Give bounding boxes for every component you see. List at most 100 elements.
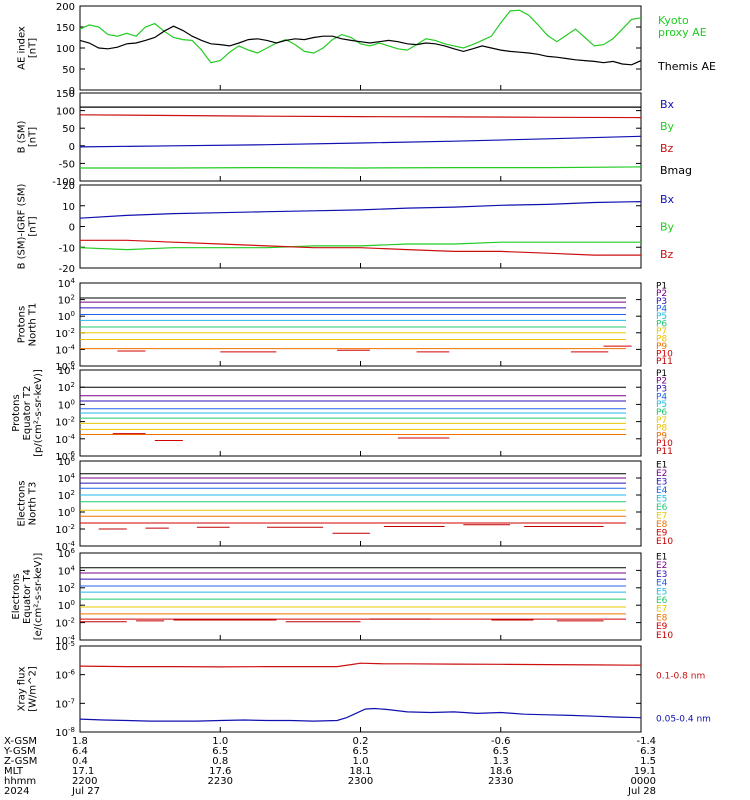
bsm-ytick-label: -100 (52, 177, 75, 188)
electrons-t3-ytick-label: 106 (58, 455, 76, 468)
xaxis-tick-label: 2330 (488, 776, 513, 787)
protons-t2-legend-p8: P8 (656, 424, 667, 434)
ae-frame (79, 5, 642, 91)
electrons-t3-ytick-label: 10-2 (55, 523, 75, 536)
xaxis-tick-label: -1.4 (636, 736, 656, 747)
xaxis-tick-label: Jul 28 (627, 786, 656, 797)
bigrf-series-bz (80, 239, 641, 256)
protons-t2-legend-p11: P11 (656, 447, 673, 457)
electrons-t4-legend-e8: E8 (656, 613, 668, 623)
xaxis-tick-label: 6.5 (353, 746, 369, 757)
xaxis-tick-label: 1.8 (72, 736, 88, 747)
bigrf-ytick-label: 0 (69, 223, 75, 234)
electrons-t3-legend-e7: E7 (656, 511, 667, 521)
ae-ytick-label: 50 (62, 65, 75, 76)
bsm-series-bx (79, 135, 642, 148)
bsm-ytick-label: 100 (56, 107, 75, 118)
electrons-t4-legend-e3: E3 (656, 570, 667, 580)
electrons-t3-legend-e10: E10 (656, 537, 673, 547)
xaxis-row-label-mlt: MLT (4, 766, 24, 777)
xaxis-row-label-x-gsm: X-GSM (4, 736, 37, 747)
protons-t2-legend-p9: P9 (656, 431, 667, 441)
electrons-t4-legend-e10: E10 (656, 631, 673, 641)
electrons-t4-ylabel: Electrons (11, 573, 22, 619)
bsm-legend-bmag: Bmag (660, 164, 692, 177)
xaxis-tick-label: 1.0 (212, 736, 228, 747)
electrons-t3-legend-e6: E6 (656, 503, 668, 513)
electrons-t4-legend-e4: E4 (656, 579, 668, 589)
electrons-t3-legend-e3: E3 (656, 477, 667, 487)
electrons-t3-ytick-label: 104 (58, 472, 76, 485)
xray-ylabel: [W/m^2] (28, 666, 39, 712)
protons-t2-ytick-label: 10-4 (55, 433, 75, 446)
xray-legend-0.1-0.8 nm: 0.1-0.8 nm (656, 671, 705, 681)
xray-series-0-1-0-8-nm (79, 662, 642, 668)
xaxis-tick-label: 6.4 (72, 746, 88, 757)
xaxis-tick-label: 0000 (631, 776, 656, 787)
protons-t2-legend-p3: P3 (656, 385, 667, 395)
protons-t1-ytick-label: 10-2 (55, 327, 75, 340)
xray-frame (79, 645, 642, 733)
protons-t2-ylabel: Equator T2 (22, 386, 33, 441)
bigrf-ylabel: [nT] (28, 216, 39, 236)
bsm-series-bz (79, 114, 642, 119)
electrons-t4-legend-e7: E7 (656, 605, 667, 615)
xray-legend-0.05-0.4 nm: 0.05-0.4 nm (656, 714, 711, 724)
bsm-ytick-label: 0 (69, 142, 75, 153)
electrons-t3-ylabel: North T3 (28, 482, 39, 526)
protons-t2-legend-p7: P7 (656, 416, 667, 426)
xaxis-tick-label: 19.1 (634, 766, 656, 777)
xaxis-tick-label: 0.2 (353, 736, 369, 747)
ae-ylabel: AE index (17, 26, 28, 70)
electrons-t4-ytick-label: 10-2 (55, 617, 75, 630)
bsm-ytick-label: 150 (56, 89, 75, 100)
electrons-t4-ylabel: [e/(cm²-s-sr-keV)] (33, 553, 44, 641)
protons-t2-ytick-label: 100 (58, 398, 75, 411)
protons-t1-legend-p11: P11 (656, 357, 673, 367)
protons-t1-ylabel: Protons (17, 306, 28, 343)
electrons-t4-legend-e6: E6 (656, 596, 668, 606)
electrons-t3-legend-e5: E5 (656, 494, 667, 504)
xaxis-row-label-y-gsm: Y-GSM (3, 746, 36, 757)
electrons-t4-ytick-label: 102 (58, 582, 75, 595)
xaxis-tick-label: 2200 (72, 776, 97, 787)
bsm-series-by (80, 166, 642, 169)
xaxis-tick-label: 0.8 (212, 756, 228, 767)
xaxis-row-label-hhmm: hhmm (4, 776, 36, 787)
bigrf-ylabel: B (SM)-IGRF (SM) (17, 184, 28, 270)
protons-t1-ytick-label: 104 (58, 277, 76, 290)
protons-t2-ylabel: [p/(cm²-s-sr-keV)] (33, 369, 44, 457)
protons-t2-ytick-label: 10-2 (55, 416, 75, 429)
electrons-t4-frame (79, 552, 642, 641)
ae-legend-themis-ae: Themis AE (657, 60, 716, 73)
xaxis-tick-label: 1.5 (640, 756, 656, 767)
protons-t2-legend-p4: P4 (656, 392, 667, 402)
electrons-t4-legend-e2: E2 (656, 561, 667, 571)
protons-t1-ytick-label: 102 (58, 294, 75, 307)
protons-t1-legend-p6: P6 (656, 319, 667, 329)
xaxis-tick-label: 2230 (208, 776, 233, 787)
ae-ytick-label: 200 (56, 2, 75, 13)
xaxis-tick-label: 17.1 (72, 766, 94, 777)
ae-series-kyoto-proxy-ae (79, 9, 642, 64)
xaxis-tick-label: 6.5 (493, 746, 509, 757)
electrons-t4-ytick-label: 100 (58, 599, 75, 612)
xaxis-row-label-2024: 2024 (4, 786, 29, 797)
bigrf-ytick-label: -10 (59, 243, 75, 254)
electrons-t4-ytick-label: 104 (58, 564, 76, 577)
xaxis-tick-label: 1.0 (353, 756, 369, 767)
xaxis-tick-label: 18.6 (490, 766, 512, 777)
bsm-ylabel: B (SM) (17, 120, 28, 153)
ae-ytick-label: 0 (69, 86, 75, 97)
ae-ytick-label: 100 (56, 44, 75, 55)
ae-legend-kyoto-proxy-ae: Kyoto proxy AE (658, 14, 707, 39)
protons-t1-legend-p7: P7 (656, 327, 667, 337)
protons-t2-legend-p5: P5 (656, 400, 667, 410)
bigrf-legend-by: By (660, 221, 675, 234)
bsm-ytick-label: -50 (59, 159, 75, 170)
protons-t1-frame (79, 282, 642, 367)
protons-t2-ylabel: Protons (11, 394, 22, 431)
xaxis-tick-label: -0.6 (491, 736, 511, 747)
protons-t2-legend-p10: P10 (656, 439, 673, 449)
